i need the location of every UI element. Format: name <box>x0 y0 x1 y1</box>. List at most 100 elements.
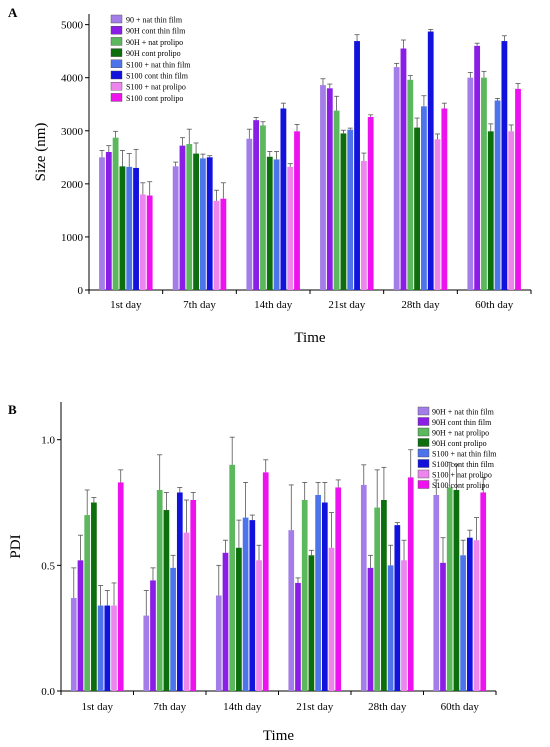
bar <box>434 139 441 290</box>
bar <box>91 502 97 691</box>
y-tick-label: 3000 <box>61 126 84 138</box>
legend-swatch <box>417 427 430 437</box>
bar <box>193 153 199 290</box>
legend-label: S100 + nat thin film <box>126 60 191 69</box>
legend-swatch <box>110 37 123 46</box>
x-tick-label: 1st day <box>110 299 142 311</box>
legend-label: 90H + nat prolipo <box>432 429 489 438</box>
bar <box>77 560 84 691</box>
y-tick-label: 1.0 <box>41 435 55 447</box>
y-tick-label: 0 <box>78 285 84 297</box>
chart-panel-b: B 0.0 0.5 1.0 1st day 7th day 14th day 21st day… <box>8 402 497 744</box>
panel-label: A <box>8 5 18 20</box>
legend-swatch <box>110 48 123 57</box>
bar <box>407 477 414 691</box>
x-tick-label: 14th day <box>223 701 262 713</box>
bar <box>220 198 227 290</box>
x-axis-label: Time <box>294 330 325 346</box>
legend-swatch <box>417 469 430 479</box>
bar <box>111 605 117 691</box>
bar <box>215 595 222 691</box>
bar <box>139 194 146 290</box>
bar <box>104 605 111 691</box>
bar <box>487 131 494 290</box>
bar <box>170 567 176 691</box>
bar <box>401 560 407 691</box>
x-tick-label: 7th day <box>183 299 216 311</box>
bar <box>253 120 260 291</box>
legend-label: S100 cont prolipo <box>126 94 183 103</box>
y-tick-label: 4000 <box>61 73 84 85</box>
x-tick-label: 1st day <box>82 701 114 713</box>
bar <box>321 502 328 691</box>
bar <box>287 166 294 290</box>
x-axis-label: Time <box>263 728 294 744</box>
bar <box>179 145 186 290</box>
bar <box>387 565 394 691</box>
x-tick-label: 14th day <box>254 299 293 311</box>
bar <box>280 108 287 290</box>
legend: 90 + nat thin film 90H cont thin film 90H … <box>110 14 191 103</box>
legend-label: S100 + nat prolipo <box>432 471 492 480</box>
bar <box>501 41 508 290</box>
bar <box>126 166 133 290</box>
bar <box>414 127 420 290</box>
y-tick-label: 2000 <box>61 179 84 191</box>
bar <box>515 88 521 290</box>
bar <box>354 41 360 290</box>
bar <box>441 108 448 290</box>
legend-swatch <box>110 81 123 91</box>
bar <box>70 598 77 691</box>
bar <box>433 494 440 691</box>
bar <box>440 562 446 691</box>
bar <box>260 125 266 290</box>
bar <box>119 166 126 290</box>
bar <box>222 552 229 691</box>
bar <box>262 472 269 691</box>
bar <box>393 67 400 290</box>
bar <box>400 48 407 290</box>
chart-panel-a: A 0 1000 2000 3000 4000 5000 1st day 7th day 14th… <box>8 5 532 346</box>
legend-swatch <box>110 70 123 80</box>
bar <box>295 582 301 691</box>
legend-label: 90H + nat prolipo <box>126 38 183 47</box>
bar <box>186 144 193 290</box>
bar <box>176 492 183 691</box>
legend-swatch <box>110 59 123 68</box>
bar <box>421 106 427 290</box>
bar <box>288 530 295 691</box>
x-tick-label: 60th day <box>475 299 514 311</box>
bar <box>333 110 340 290</box>
bar <box>133 167 139 290</box>
bar <box>200 158 206 290</box>
legend-label: S100 + nat thin film <box>432 450 497 459</box>
legend-swatch <box>110 93 123 102</box>
y-tick-label: 0.0 <box>41 686 55 698</box>
bar <box>97 605 104 691</box>
legend-swatch <box>417 459 430 468</box>
bar <box>206 157 213 290</box>
bar <box>112 137 119 290</box>
bar <box>146 195 153 290</box>
x-tick-label: 7th day <box>153 701 186 713</box>
bar <box>460 555 466 691</box>
bar <box>163 510 170 691</box>
bar <box>474 45 481 290</box>
bar <box>117 482 124 691</box>
bar <box>473 540 480 691</box>
bar <box>374 507 381 691</box>
legend-label: 90H cont thin film <box>432 418 492 427</box>
bar <box>236 547 242 691</box>
bar <box>494 100 501 290</box>
bar <box>143 615 150 691</box>
legend-label: 90 + nat thin film <box>126 16 183 25</box>
y-axis-label: Size (nm) <box>33 123 49 182</box>
bar <box>183 532 190 691</box>
bar <box>335 487 342 691</box>
legend-label: 90H cont prolipo <box>126 49 181 58</box>
bar <box>150 580 156 691</box>
bar <box>266 156 273 290</box>
bar <box>508 131 515 290</box>
bar <box>407 79 414 290</box>
bar <box>381 500 387 691</box>
